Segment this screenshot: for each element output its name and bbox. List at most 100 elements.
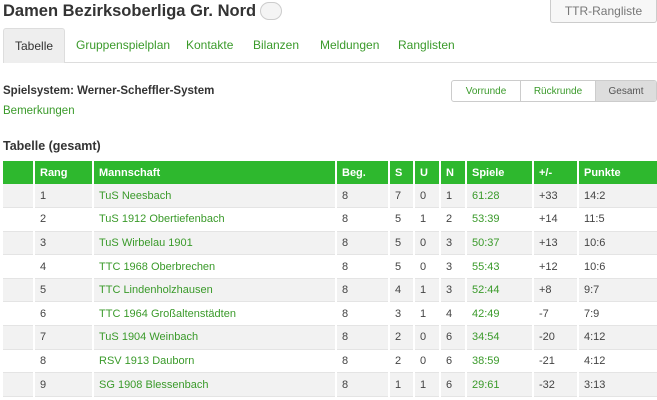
rank-cell: 4 <box>33 254 93 279</box>
table-row: 7 TuS 1904 Weinbach 8 2 0 6 34:54 -20 4:12 <box>3 325 657 350</box>
tab-tabelle[interactable]: Tabelle <box>3 28 66 63</box>
col-header-beg[interactable]: Beg. <box>335 161 389 184</box>
points-cell: 10:6 <box>577 231 657 256</box>
rank-cell: 3 <box>33 231 93 256</box>
wins-cell: 5 <box>388 254 414 279</box>
matches-played-cell: 8 <box>335 325 389 350</box>
draws-cell: 0 <box>413 184 440 209</box>
team-link[interactable]: TuS 1904 Weinbach <box>92 325 336 350</box>
draws-cell: 0 <box>413 231 440 256</box>
games-link[interactable]: 53:39 <box>465 207 533 232</box>
row-marker <box>3 349 34 374</box>
row-marker <box>3 278 34 303</box>
team-link[interactable]: TTC Lindenholzhausen <box>92 278 336 303</box>
table-heading: Tabelle (gesamt) <box>3 139 101 153</box>
col-header-marker <box>3 161 34 184</box>
row-marker <box>3 325 34 350</box>
col-header-punkte[interactable]: Punkte <box>577 161 657 184</box>
ttr-ranking-button[interactable]: TTR-Rangliste <box>550 0 657 23</box>
rank-cell: 8 <box>33 349 93 374</box>
page-title: Damen Bezirksoberliga Gr. Nord <box>3 1 257 20</box>
row-marker <box>3 254 34 279</box>
points-cell: 10:6 <box>577 254 657 279</box>
rank-cell: 2 <box>33 207 93 232</box>
goal-diff-cell: +8 <box>532 278 578 303</box>
games-link[interactable]: 34:54 <box>465 325 533 350</box>
goal-diff-cell: +13 <box>532 231 578 256</box>
round-option-gesamt[interactable]: Gesamt <box>595 81 656 101</box>
rank-cell: 9 <box>33 372 93 397</box>
table-row: 2 TuS 1912 Obertiefenbach 8 5 1 2 53:39 +14 11:5 <box>3 207 657 232</box>
round-option-vorrunde[interactable]: Vorrunde <box>465 85 507 97</box>
draws-cell: 1 <box>413 278 440 303</box>
draws-cell: 0 <box>413 349 440 374</box>
goal-diff-cell: +14 <box>532 207 578 232</box>
team-link[interactable]: RSV 1913 Dauborn <box>92 349 336 374</box>
team-link[interactable]: TuS 1912 Obertiefenbach <box>92 207 336 232</box>
col-header-s[interactable]: S <box>388 161 414 184</box>
losses-cell: 3 <box>439 231 466 256</box>
points-cell: 9:7 <box>577 278 657 303</box>
tab-gruppenspielplan[interactable]: Gruppenspielplan <box>76 38 171 52</box>
col-header-mannschaft[interactable]: Mannschaft <box>92 161 336 184</box>
team-link[interactable]: SG 1908 Blessenbach <box>92 372 336 397</box>
matches-played-cell: 8 <box>335 207 389 232</box>
points-cell: 3:13 <box>577 372 657 397</box>
games-link[interactable]: 50:37 <box>465 231 533 256</box>
col-header-diff[interactable]: +/- <box>532 161 578 184</box>
favorite-toggle[interactable] <box>260 2 283 20</box>
team-link[interactable]: TTC 1964 Großaltenstädten <box>92 301 336 327</box>
team-link[interactable]: TuS Wirbelau 1901 <box>92 231 336 256</box>
losses-cell: 2 <box>439 207 466 232</box>
rank-cell: 7 <box>33 325 93 350</box>
title-row: Damen Bezirksoberliga Gr. Nord <box>3 0 283 22</box>
losses-cell: 1 <box>439 184 466 209</box>
goal-diff-cell: +33 <box>532 184 578 209</box>
table-row: 6 TTC 1964 Großaltenstädten 8 3 1 4 42:49 -7 7:9 <box>3 301 657 327</box>
points-cell: 14:2 <box>577 184 657 209</box>
draws-cell: 1 <box>413 207 440 232</box>
draws-cell: 0 <box>413 325 440 350</box>
games-link[interactable]: 55:43 <box>465 254 533 279</box>
round-option-rueckrunde[interactable]: Rückrunde <box>520 81 595 101</box>
wins-cell: 2 <box>388 349 414 374</box>
wins-cell: 2 <box>388 325 414 350</box>
tab-bilanzen[interactable]: Bilanzen <box>253 38 300 52</box>
games-link[interactable]: 29:61 <box>465 372 533 397</box>
games-link[interactable]: 52:44 <box>465 278 533 303</box>
wins-cell: 5 <box>388 207 414 232</box>
losses-cell: 6 <box>439 325 466 350</box>
row-marker <box>3 301 34 327</box>
col-header-n[interactable]: N <box>439 161 466 184</box>
tab-meldungen[interactable]: Meldungen <box>320 38 380 52</box>
game-system-label: Spielsystem: Werner-Scheffler-System <box>3 85 215 97</box>
goal-diff-cell: -7 <box>532 301 578 327</box>
tab-ranglisten[interactable]: Ranglisten <box>398 38 455 52</box>
points-cell: 4:12 <box>577 325 657 350</box>
tab-bar: Tabelle Gruppenspielplan Kontakte Bilanz… <box>3 28 657 63</box>
games-link[interactable]: 38:59 <box>465 349 533 374</box>
games-link[interactable]: 61:28 <box>465 184 533 209</box>
wins-cell: 1 <box>388 372 414 397</box>
matches-played-cell: 8 <box>335 184 389 209</box>
rank-cell: 6 <box>33 301 93 327</box>
standings-table: Rang Mannschaft Beg. S U N Spiele +/- Pu… <box>3 161 657 397</box>
losses-cell: 6 <box>439 349 466 374</box>
goal-diff-cell: -32 <box>532 372 578 397</box>
matches-played-cell: 8 <box>335 231 389 256</box>
team-link[interactable]: TuS Neesbach <box>92 184 336 209</box>
col-header-rang[interactable]: Rang <box>33 161 93 184</box>
remarks-link[interactable]: Bemerkungen <box>3 105 75 117</box>
matches-played-cell: 8 <box>335 301 389 327</box>
points-cell: 11:5 <box>577 207 657 232</box>
table-row: 9 SG 1908 Blessenbach 8 1 1 6 29:61 -32 3:13 <box>3 372 657 397</box>
wins-cell: 4 <box>388 278 414 303</box>
losses-cell: 4 <box>439 301 466 327</box>
games-link[interactable]: 42:49 <box>465 301 533 327</box>
team-link[interactable]: TTC 1968 Oberbrechen <box>92 254 336 279</box>
col-header-u[interactable]: U <box>413 161 440 184</box>
tab-kontakte[interactable]: Kontakte <box>186 38 234 52</box>
points-cell: 7:9 <box>577 301 657 327</box>
losses-cell: 3 <box>439 254 466 279</box>
col-header-spiele[interactable]: Spiele <box>465 161 533 184</box>
